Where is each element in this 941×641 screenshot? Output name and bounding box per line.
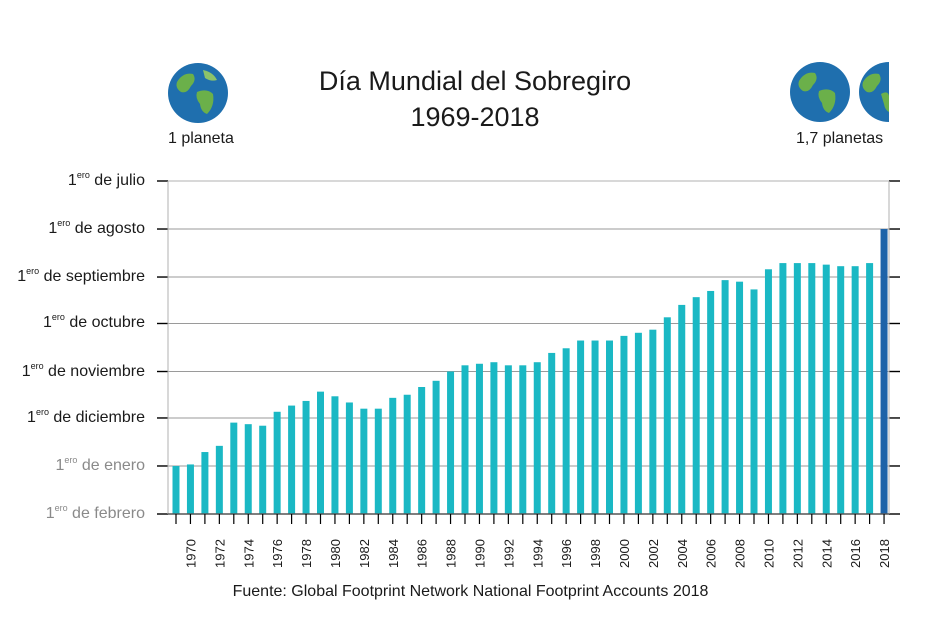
x-tick-label: 2002	[646, 539, 661, 568]
bar	[779, 263, 787, 514]
x-tick-label: 2010	[761, 539, 776, 568]
bar	[172, 465, 180, 514]
bar	[504, 365, 512, 514]
bar	[533, 362, 541, 514]
bar	[230, 422, 238, 514]
left-globe-label: 1 planeta	[168, 130, 234, 147]
x-tick-label: 1988	[444, 539, 459, 568]
x-tick-label: 2012	[790, 539, 805, 568]
x-tick-label: 2014	[819, 539, 834, 568]
bar	[837, 266, 845, 514]
y-tick-label: 1ero de enero	[55, 454, 145, 474]
x-tick-label: 1990	[472, 539, 487, 568]
bar	[750, 289, 758, 514]
bar	[302, 400, 310, 514]
bar	[475, 363, 483, 514]
bar	[331, 396, 339, 514]
x-tick-label: 2004	[675, 539, 690, 568]
globe-icon	[168, 63, 228, 123]
bar	[490, 362, 498, 514]
y-tick-label: 1ero de julio	[67, 170, 145, 189]
x-tick-label: 2008	[733, 539, 748, 568]
bar	[707, 290, 715, 514]
bar	[880, 229, 888, 514]
bar	[562, 348, 570, 514]
chart-title-line1: Día Mundial del Sobregiro	[318, 66, 632, 96]
x-tick-label: 1996	[559, 539, 574, 568]
source-note: Fuente: Global Footprint Network Nationa…	[232, 583, 709, 600]
bar	[244, 424, 252, 514]
x-tick-label: 1978	[299, 539, 314, 568]
x-tick-label: 1972	[212, 539, 227, 568]
bar	[634, 332, 642, 514]
bar	[273, 411, 281, 514]
bar	[764, 269, 772, 514]
x-tick-label: 1986	[415, 539, 430, 568]
x-tick-label: 1984	[386, 539, 401, 568]
x-tick-label: 2018	[877, 539, 892, 568]
right-globe-label: 1,7 planetas	[796, 130, 884, 147]
bar	[721, 280, 729, 514]
bar	[201, 452, 209, 514]
y-tick-label: 1ero de septiembre	[17, 266, 145, 286]
bar	[215, 445, 223, 514]
bar	[447, 371, 455, 514]
bar	[418, 386, 426, 514]
bar	[345, 402, 353, 514]
globe-icon	[790, 62, 889, 122]
y-tick-label: 1ero de noviembre	[21, 360, 145, 380]
x-tick-label: 1970	[183, 539, 198, 568]
bar	[822, 264, 830, 514]
bar	[663, 317, 671, 514]
y-tick-label: 1ero de agosto	[48, 218, 145, 237]
x-tick-label: 2016	[848, 539, 863, 568]
x-tick-label: 1980	[328, 539, 343, 568]
x-tick-labels: 1970 1972 1974 1976 1978 1980 1982 1984 1986 1988…	[183, 539, 892, 568]
bar	[736, 281, 744, 514]
bar	[389, 397, 397, 514]
x-tick-label: 1976	[270, 539, 285, 568]
bar	[186, 464, 194, 514]
bar	[678, 304, 686, 514]
bar	[591, 340, 599, 514]
y-tick-label: 1ero de febrero	[45, 503, 145, 522]
bar	[866, 263, 874, 514]
x-tick-label: 1974	[241, 539, 256, 568]
bar	[649, 329, 657, 514]
bar	[403, 394, 411, 514]
bar	[808, 263, 816, 514]
bar	[461, 365, 469, 514]
bar	[606, 340, 613, 514]
y-tick-label: 1ero de diciembre	[27, 406, 145, 426]
bar	[259, 425, 267, 514]
bar	[374, 408, 382, 514]
x-tick-label: 1992	[501, 539, 516, 568]
bar	[360, 408, 368, 514]
y-tick-label: 1ero de octubre	[43, 312, 145, 332]
chart-title-line2: 1969-2018	[410, 102, 540, 132]
bar	[620, 335, 628, 514]
bars	[172, 229, 888, 514]
x-tick-label: 1998	[588, 539, 603, 568]
bar	[432, 380, 440, 514]
bar	[851, 266, 859, 514]
x-tick-label: 1994	[530, 539, 545, 568]
axes	[157, 180, 900, 524]
bar	[317, 391, 324, 514]
bar	[548, 352, 556, 514]
bar	[793, 263, 801, 514]
x-tick-label: 1982	[357, 539, 372, 568]
bar	[577, 340, 585, 514]
bar	[288, 405, 296, 514]
bar	[692, 297, 700, 514]
x-tick-label: 2006	[704, 539, 719, 568]
x-tick-label: 2000	[617, 539, 632, 568]
bar	[519, 365, 527, 514]
